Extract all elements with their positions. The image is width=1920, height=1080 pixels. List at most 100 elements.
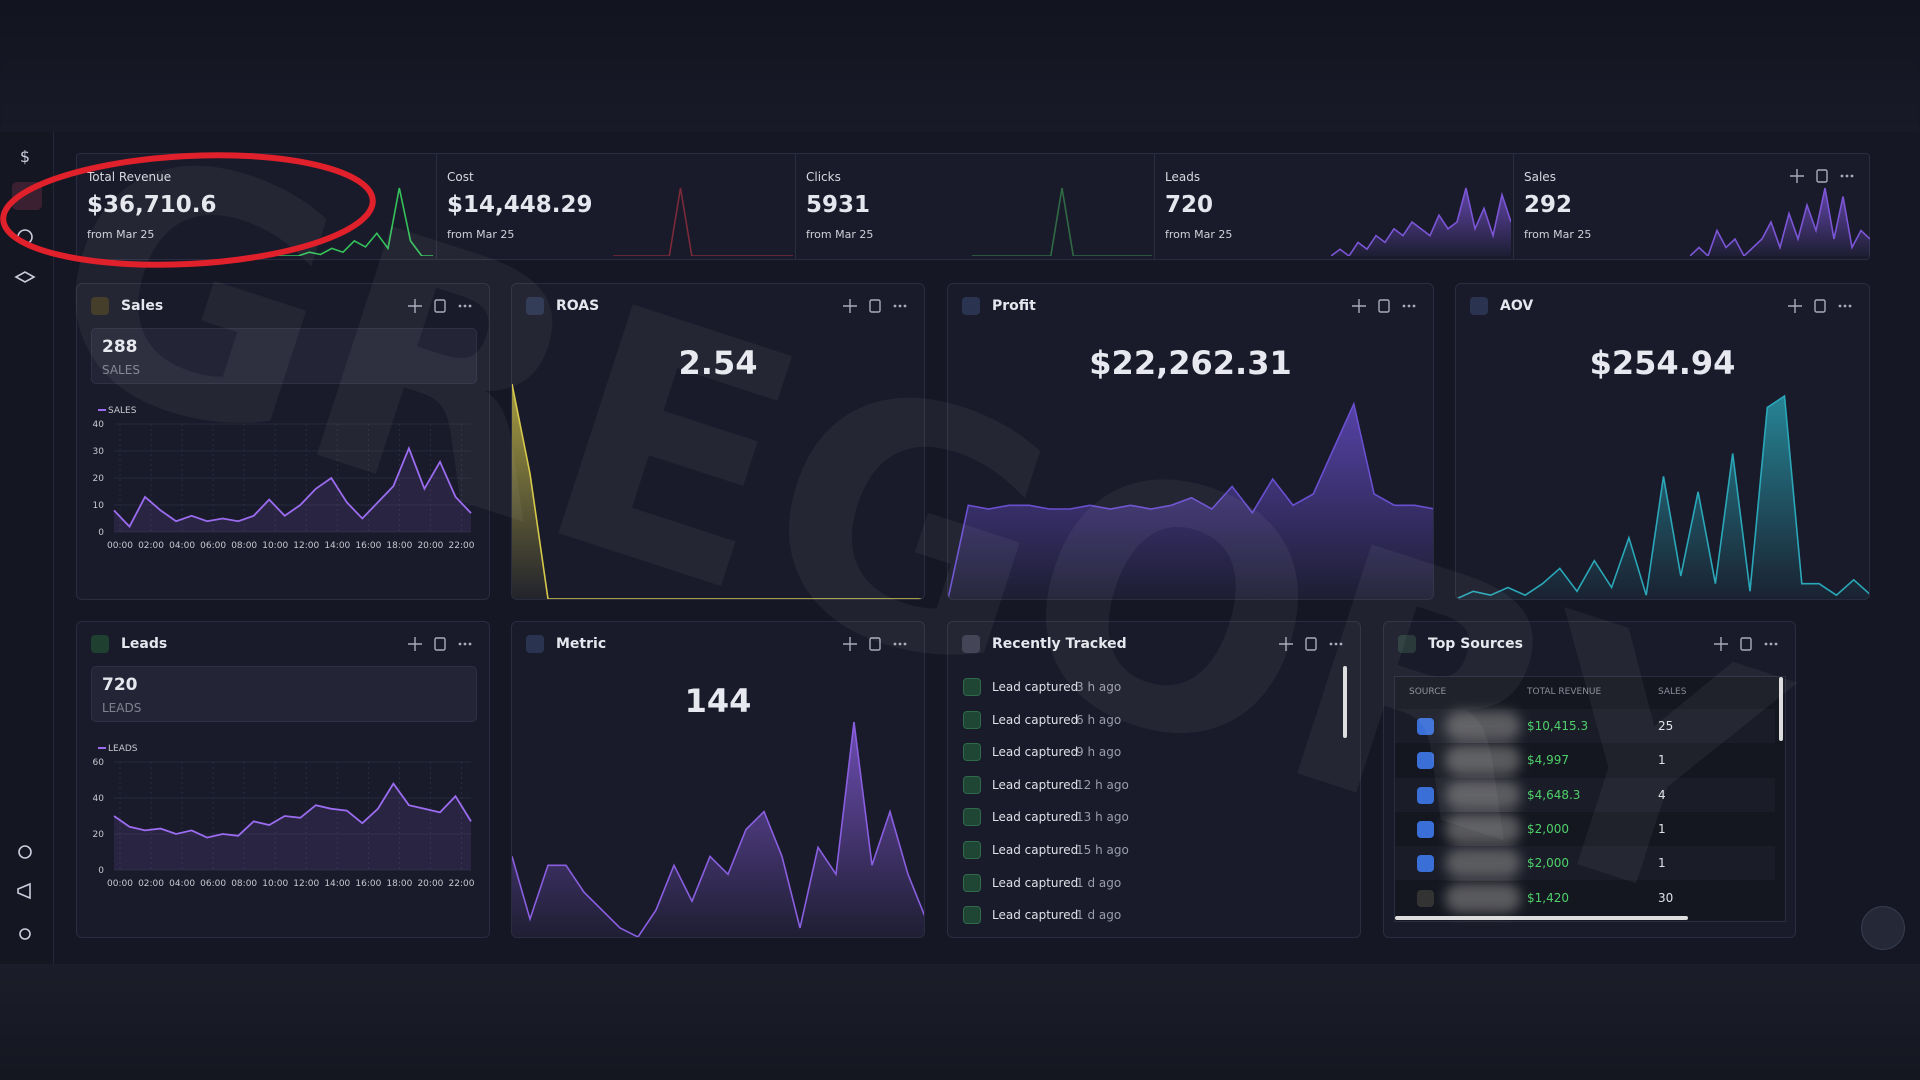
y-tick-label: 30 [93,447,105,457]
series-area [114,448,471,532]
kpi-value: 5931 [806,192,871,218]
doc-icon[interactable] [869,637,881,651]
source-icon [1417,752,1434,770]
lead-text: Lead captured [992,908,1079,923]
x-tick-label: 02:00 [138,541,164,551]
kpi-label: Leads [1165,170,1201,184]
source-name-blur [1445,848,1521,879]
kpi-card: Leads 720 from Mar 25 [1154,154,1513,259]
chart-svg: LEADS 0 20 40 60 00:00 02:00 04:00 06:00 08:00 10:… [93,744,475,889]
dots-icon[interactable] [1764,642,1768,646]
doc-icon[interactable] [434,299,446,313]
dots-icon[interactable] [1850,174,1854,178]
lead-icon [963,710,981,729]
table-header: TOTAL REVENUE [1527,687,1602,697]
spark-line [972,187,1152,256]
card-icon [962,635,980,653]
dots-icon[interactable] [463,304,467,308]
chart-svg [1279,637,1343,651]
bug-icon[interactable] [19,928,31,940]
source-icon [1417,855,1434,873]
lead-icon [963,873,981,892]
chart-svg [843,299,907,313]
kpi-note: from Mar 25 [1524,228,1592,241]
school-icon[interactable] [14,271,36,283]
chart-svg [1331,187,1511,256]
dots-icon[interactable] [903,304,907,308]
x-tick-label: 10:00 [262,541,288,551]
x-tick-label: 06:00 [200,541,226,551]
dots-icon[interactable] [898,304,902,308]
big-value: $22,262.31 [1089,344,1292,382]
chart-svg [1456,394,1869,599]
move-icon[interactable] [843,299,857,313]
doc-icon[interactable] [1740,637,1752,651]
dots-icon[interactable] [1402,304,1406,308]
settings-icon[interactable] [18,845,32,859]
dots-icon[interactable] [903,642,907,646]
move-icon[interactable] [1279,637,1293,651]
doc-icon[interactable] [434,637,446,651]
scrollbar [1343,666,1347,738]
dots-icon[interactable] [1838,304,1842,308]
dots-icon[interactable] [893,642,897,646]
stat-box: 288 SALES [91,328,477,384]
move-icon[interactable] [1790,169,1804,183]
card-title: AOV [1500,298,1534,314]
dots-icon[interactable] [1329,642,1333,646]
doc-icon[interactable] [1816,169,1828,183]
table-header: SOURCE [1409,687,1447,697]
chart-svg [408,299,472,313]
dots-icon[interactable] [1769,642,1773,646]
dots-icon[interactable] [893,304,897,308]
chart-svg: SALES 0 10 20 30 40 00:00 02:00 04:00 06:00 08:00 1… [93,406,475,551]
spark-line [1690,187,1870,256]
spark-line [1331,187,1511,256]
dots-icon[interactable] [1774,642,1778,646]
chart-svg [613,187,793,256]
source-name-blur [1445,882,1521,913]
dots-icon[interactable] [1339,642,1343,646]
card-title: Sales [121,298,164,314]
move-icon[interactable] [1352,299,1366,313]
dots-icon[interactable] [468,642,472,646]
announce-icon[interactable] [17,882,31,900]
move-icon[interactable] [408,637,422,651]
doc-icon[interactable] [1378,299,1390,313]
card-icon [526,635,544,653]
kpi-note: from Mar 25 [806,228,874,241]
move-icon[interactable] [408,299,422,313]
x-tick-label: 00:00 [107,541,133,551]
chart-svg [1714,637,1778,651]
dots-icon[interactable] [1845,174,1849,178]
chart-svg [972,187,1152,256]
dots-icon[interactable] [1412,304,1416,308]
x-tick-label: 20:00 [417,541,443,551]
revenue: $2,000 [1527,856,1569,871]
card-title: ROAS [556,298,600,314]
doc-icon[interactable] [1305,637,1317,651]
dots-icon[interactable] [458,642,462,646]
dots-icon[interactable] [468,304,472,308]
dots-icon[interactable] [1334,642,1338,646]
card-icon [91,297,109,315]
move-icon[interactable] [1714,637,1728,651]
dots-icon[interactable] [463,642,467,646]
dots-icon[interactable] [1848,304,1852,308]
move-icon[interactable] [843,637,857,651]
dots-icon[interactable] [1843,304,1847,308]
source-icon [1417,718,1434,735]
dots-icon[interactable] [1407,304,1411,308]
sales: 4 [1658,787,1666,802]
dots-icon[interactable] [458,304,462,308]
table-box: SOURCE TOTAL REVENUE SALES $10,415.3 25 $4,99… [1394,676,1786,922]
chart-svg [948,401,1433,599]
x-tick-label: 10:00 [262,879,288,889]
doc-icon[interactable] [869,299,881,313]
dots-icon[interactable] [898,642,902,646]
doc-icon[interactable] [1814,299,1826,313]
dots-icon[interactable] [1840,174,1844,178]
x-tick-label: 18:00 [386,541,412,551]
move-icon[interactable] [1788,299,1802,313]
